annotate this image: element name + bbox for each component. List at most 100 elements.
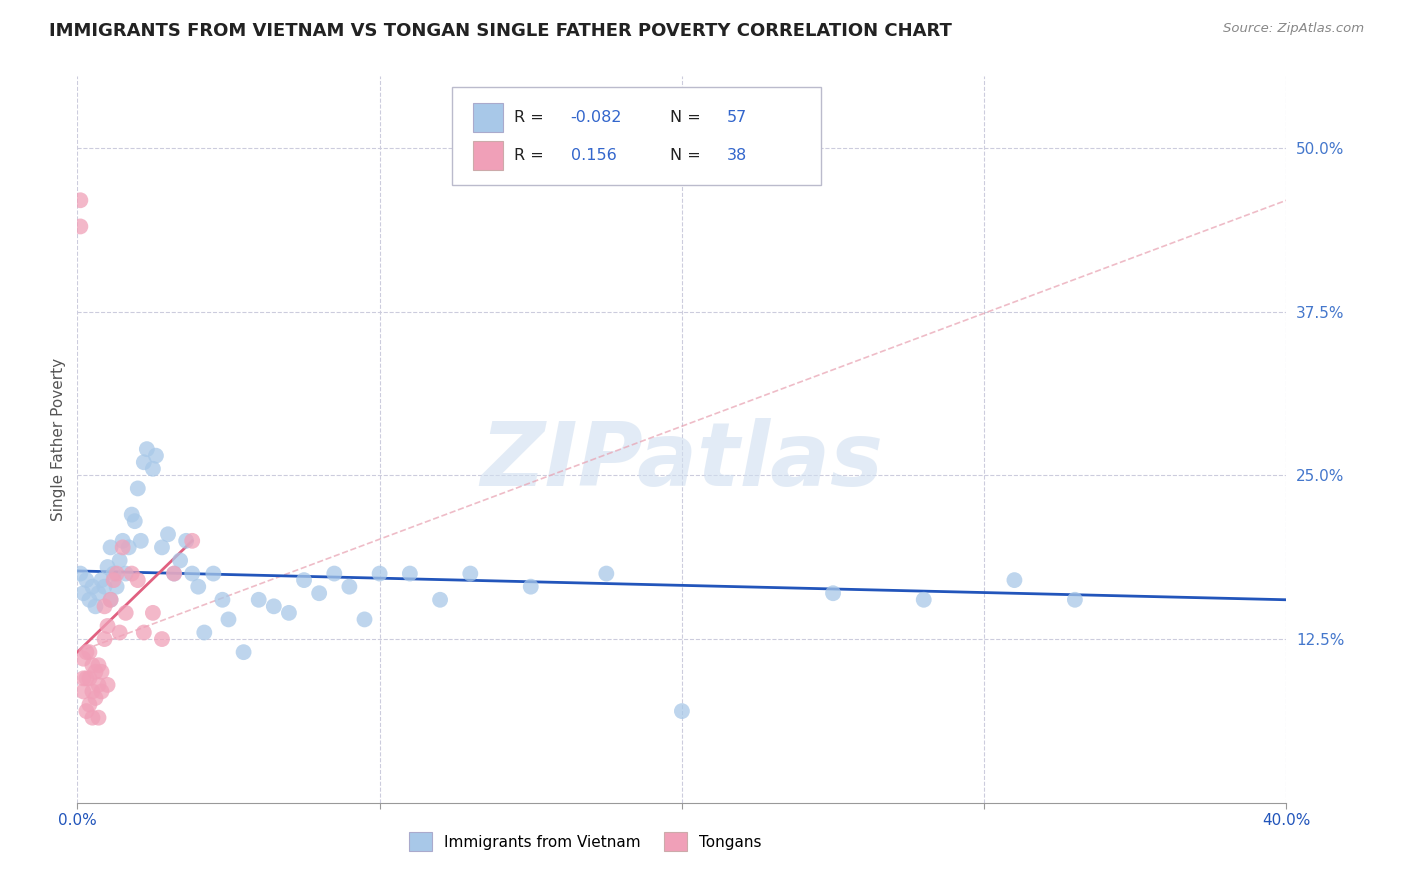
- Point: [100, 592, 122, 607]
- Point: [278, 606, 301, 620]
- Point: [90, 573, 112, 587]
- Point: [169, 553, 191, 567]
- FancyBboxPatch shape: [472, 141, 503, 169]
- Point: [211, 592, 233, 607]
- Point: [87, 586, 110, 600]
- Point: [96, 678, 118, 692]
- Point: [82, 580, 104, 594]
- Point: [105, 566, 128, 581]
- Point: [150, 632, 173, 646]
- Text: R =: R =: [513, 110, 544, 125]
- Point: [82, 711, 104, 725]
- Point: [103, 566, 125, 581]
- Point: [121, 566, 143, 581]
- Point: [111, 541, 134, 555]
- Point: [157, 527, 180, 541]
- Point: [142, 462, 165, 476]
- FancyBboxPatch shape: [453, 87, 821, 185]
- Text: 38: 38: [727, 147, 747, 162]
- Point: [105, 580, 128, 594]
- Point: [69, 219, 91, 234]
- Point: [72, 684, 94, 698]
- Point: [263, 599, 285, 614]
- Point: [181, 533, 204, 548]
- Text: -0.082: -0.082: [571, 110, 623, 125]
- Point: [124, 514, 146, 528]
- Point: [193, 625, 215, 640]
- Point: [202, 566, 225, 581]
- Point: [93, 599, 115, 614]
- Point: [399, 566, 422, 581]
- Point: [308, 586, 330, 600]
- Point: [75, 645, 97, 659]
- Point: [114, 606, 136, 620]
- Text: 0.156: 0.156: [571, 147, 616, 162]
- Point: [145, 449, 167, 463]
- Point: [75, 573, 97, 587]
- Point: [79, 592, 101, 607]
- Point: [1064, 592, 1087, 607]
- Point: [75, 671, 97, 685]
- Point: [458, 566, 481, 581]
- Point: [100, 592, 122, 607]
- Point: [84, 599, 107, 614]
- Text: R =: R =: [513, 147, 544, 162]
- Point: [1004, 573, 1026, 587]
- Point: [181, 566, 204, 581]
- Point: [100, 541, 122, 555]
- Text: IMMIGRANTS FROM VIETNAM VS TONGAN SINGLE FATHER POVERTY CORRELATION CHART: IMMIGRANTS FROM VIETNAM VS TONGAN SINGLE…: [49, 22, 952, 40]
- Point: [353, 612, 375, 626]
- Point: [429, 592, 451, 607]
- Point: [132, 625, 155, 640]
- Point: [135, 442, 157, 457]
- Point: [87, 678, 110, 692]
- Point: [96, 619, 118, 633]
- Text: ZIPatlas: ZIPatlas: [481, 417, 883, 505]
- Point: [111, 533, 134, 548]
- Point: [821, 586, 844, 600]
- Point: [132, 455, 155, 469]
- Point: [96, 560, 118, 574]
- Point: [72, 671, 94, 685]
- Point: [337, 580, 360, 594]
- Point: [520, 580, 543, 594]
- Point: [87, 658, 110, 673]
- Point: [84, 691, 107, 706]
- Point: [103, 573, 125, 587]
- Point: [90, 665, 112, 679]
- Text: Source: ZipAtlas.com: Source: ZipAtlas.com: [1223, 22, 1364, 36]
- Point: [72, 586, 94, 600]
- Point: [174, 533, 197, 548]
- Point: [82, 684, 104, 698]
- Point: [323, 566, 346, 581]
- Point: [79, 698, 101, 712]
- Point: [368, 566, 391, 581]
- Point: [912, 592, 935, 607]
- Point: [247, 592, 270, 607]
- Point: [108, 553, 131, 567]
- Point: [218, 612, 240, 626]
- Text: N =: N =: [669, 110, 700, 125]
- Point: [69, 566, 91, 581]
- Point: [671, 704, 693, 718]
- Point: [79, 645, 101, 659]
- Point: [114, 566, 136, 581]
- Point: [87, 711, 110, 725]
- Point: [127, 573, 149, 587]
- Point: [108, 625, 131, 640]
- Point: [127, 482, 149, 496]
- Point: [93, 632, 115, 646]
- Text: N =: N =: [669, 147, 700, 162]
- Point: [163, 566, 186, 581]
- Legend: Immigrants from Vietnam, Tongans: Immigrants from Vietnam, Tongans: [404, 826, 768, 857]
- Y-axis label: Single Father Poverty: Single Father Poverty: [51, 358, 66, 521]
- Point: [232, 645, 254, 659]
- Point: [79, 671, 101, 685]
- Point: [150, 541, 173, 555]
- Point: [69, 194, 91, 208]
- Point: [142, 606, 165, 620]
- Point: [129, 533, 152, 548]
- Text: 57: 57: [727, 110, 747, 125]
- Point: [84, 665, 107, 679]
- Point: [163, 566, 186, 581]
